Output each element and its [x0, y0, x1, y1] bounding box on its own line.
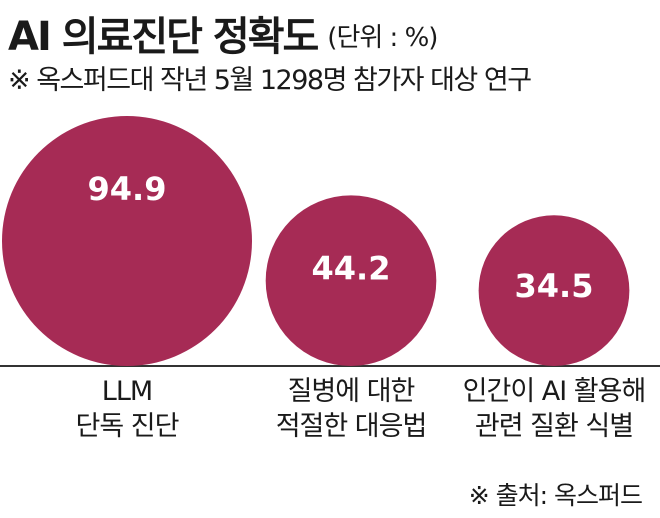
chart-title: AI 의료진단 정확도 [8, 14, 319, 60]
bubble-1 [2, 116, 252, 366]
category-label-identify: 인간이 AI 활용해 관련 질환 식별 [444, 374, 660, 444]
source-note: ※ 출처: 옥스퍼드 [468, 481, 643, 510]
category-label-line: LLM [101, 376, 153, 407]
unit-label: (단위 : %) [327, 23, 438, 53]
value-label-2: 44.2 [312, 249, 391, 287]
value-label-3: 34.5 [515, 267, 594, 305]
category-label-line: 질병에 대한 [287, 376, 416, 407]
category-label-llm: LLM 단독 진단 [17, 374, 237, 444]
chart-subtitle: ※ 옥스퍼드대 작년 5월 1298명 참가자 대상 연구 [8, 65, 532, 96]
bubble-3 [478, 215, 630, 366]
category-label-line: 단독 진단 [75, 411, 180, 442]
category-label-line: 인간이 AI 활용해 [462, 376, 647, 407]
category-label-line: 적절한 대응법 [275, 411, 428, 442]
value-label-1: 94.9 [88, 170, 167, 208]
bubble-2 [265, 195, 437, 366]
title-row: AI 의료진단 정확도 (단위 : %) [8, 4, 438, 62]
category-label-response: 질병에 대한 적절한 대응법 [241, 374, 461, 444]
category-label-line: 관련 질환 식별 [474, 411, 634, 442]
